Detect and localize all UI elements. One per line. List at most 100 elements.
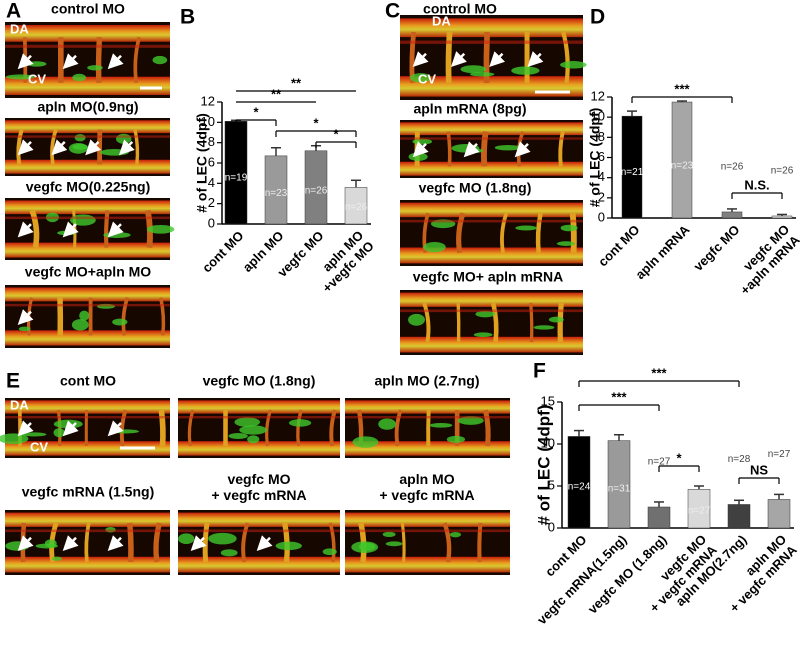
vessel-strand <box>328 522 336 563</box>
vessel-band <box>345 400 510 414</box>
image-caption: apln mRNA (8pg) <box>413 101 526 117</box>
lymphatic-cell <box>247 435 260 444</box>
lymphatic-cell <box>44 539 57 548</box>
lymphatic-cell <box>72 143 88 150</box>
image-edge <box>400 40 583 44</box>
significance-label: ** <box>291 75 302 90</box>
lymphatic-cell <box>178 533 195 545</box>
arrow <box>256 535 273 552</box>
image-caption: vegfc mRNA (1.5ng) <box>22 484 155 500</box>
significance-label: * <box>313 115 319 130</box>
y-tick-label: 12 <box>591 88 605 103</box>
vessel-label: DA <box>10 397 29 412</box>
micrograph <box>400 15 587 100</box>
arrow <box>85 139 102 156</box>
lymphatic-cell <box>69 214 96 226</box>
y-tick-label: 10 <box>201 114 215 129</box>
n-label: n=23 <box>671 160 694 171</box>
significance-label: * <box>333 126 339 141</box>
arrow <box>463 141 480 158</box>
vessel-label: CV <box>418 71 436 86</box>
vessel-band <box>5 25 170 42</box>
lymphatic-cell <box>378 418 396 430</box>
lymphatic-cell <box>51 556 63 561</box>
vessel-strand <box>442 522 452 563</box>
lymphatic-cell <box>460 65 487 74</box>
x-tick-label: apln mRNA <box>632 222 693 283</box>
lymphatic-cell <box>239 425 268 435</box>
vessel-band <box>345 556 510 573</box>
vessel-band <box>400 202 583 218</box>
lymphatic-cell <box>79 310 90 321</box>
arrow <box>62 420 79 437</box>
image-edge <box>5 135 170 138</box>
vessel-strand <box>158 409 166 447</box>
vessel-label: CV <box>30 439 48 454</box>
lymphatic-cell <box>18 326 31 332</box>
lymphatic-cell <box>511 66 540 75</box>
lymphatic-cell <box>382 531 396 538</box>
lymphatic-cell <box>116 133 132 144</box>
lymphatic-cell <box>533 325 555 330</box>
vessel-strand <box>482 409 491 447</box>
image-edge <box>400 137 583 140</box>
arrow <box>51 139 68 156</box>
vessel-strand <box>241 522 250 563</box>
n-label: n=31 <box>608 483 631 494</box>
lymphatic-cell <box>53 428 65 438</box>
lymphatic-cell <box>228 432 248 439</box>
arrow <box>118 139 135 156</box>
vessel-band <box>5 242 170 258</box>
vessel-strand <box>121 297 130 336</box>
vessel-strand <box>483 31 490 84</box>
vessel-strand <box>84 522 91 563</box>
n-label: n=26 <box>771 166 794 177</box>
image-edge <box>5 216 170 220</box>
micrograph <box>400 290 583 355</box>
vessel-strand <box>500 212 509 254</box>
significance-label: NS <box>750 462 768 477</box>
y-tick-label: 6 <box>208 154 215 169</box>
vessel-band <box>5 400 170 414</box>
lymphatic-cell <box>71 319 89 331</box>
y-tick-label: 0 <box>598 209 605 224</box>
vessel-band <box>5 200 170 215</box>
arrow <box>489 51 506 68</box>
y-tick-label: 5 <box>548 477 555 492</box>
vessel-strand <box>445 31 453 84</box>
vessel-strand <box>153 522 162 563</box>
panel-label: B <box>180 6 195 29</box>
n-label: n=27 <box>648 457 671 468</box>
vessel-band <box>178 441 340 456</box>
arrow <box>62 53 79 70</box>
y-tick-label: 6 <box>598 149 605 164</box>
lymphatic-cell <box>275 541 302 551</box>
lymphatic-cell <box>208 532 237 545</box>
arrow <box>514 141 531 158</box>
lymphatic-cell <box>475 310 496 318</box>
image-edge <box>5 44 170 48</box>
image-edge <box>5 303 170 307</box>
image-edge <box>345 416 510 419</box>
image-edge <box>400 219 583 223</box>
y-axis-label: # of LEC (4dpf) <box>194 113 210 213</box>
vessel-strand <box>422 302 431 343</box>
arrow <box>107 221 124 238</box>
y-axis-label: # of LEC (4dpf) <box>534 405 553 526</box>
significance-label: ** <box>271 86 282 101</box>
arrow <box>62 535 79 552</box>
image-edge <box>345 529 510 533</box>
y-tick-label: 4 <box>208 175 215 190</box>
lymphatic-cell <box>494 145 522 151</box>
image-caption: control MO <box>423 1 497 17</box>
lymphatic-cell <box>322 548 337 556</box>
vessel-band <box>5 120 170 134</box>
n-label: n=28 <box>728 454 751 465</box>
n-label: n=24 <box>568 481 591 492</box>
panel-label: D <box>590 6 605 29</box>
y-tick-label: 12 <box>201 93 215 108</box>
y-tick-label: 0 <box>208 215 215 230</box>
vessel-strand <box>480 131 489 167</box>
lymphatic-cell <box>112 318 128 326</box>
